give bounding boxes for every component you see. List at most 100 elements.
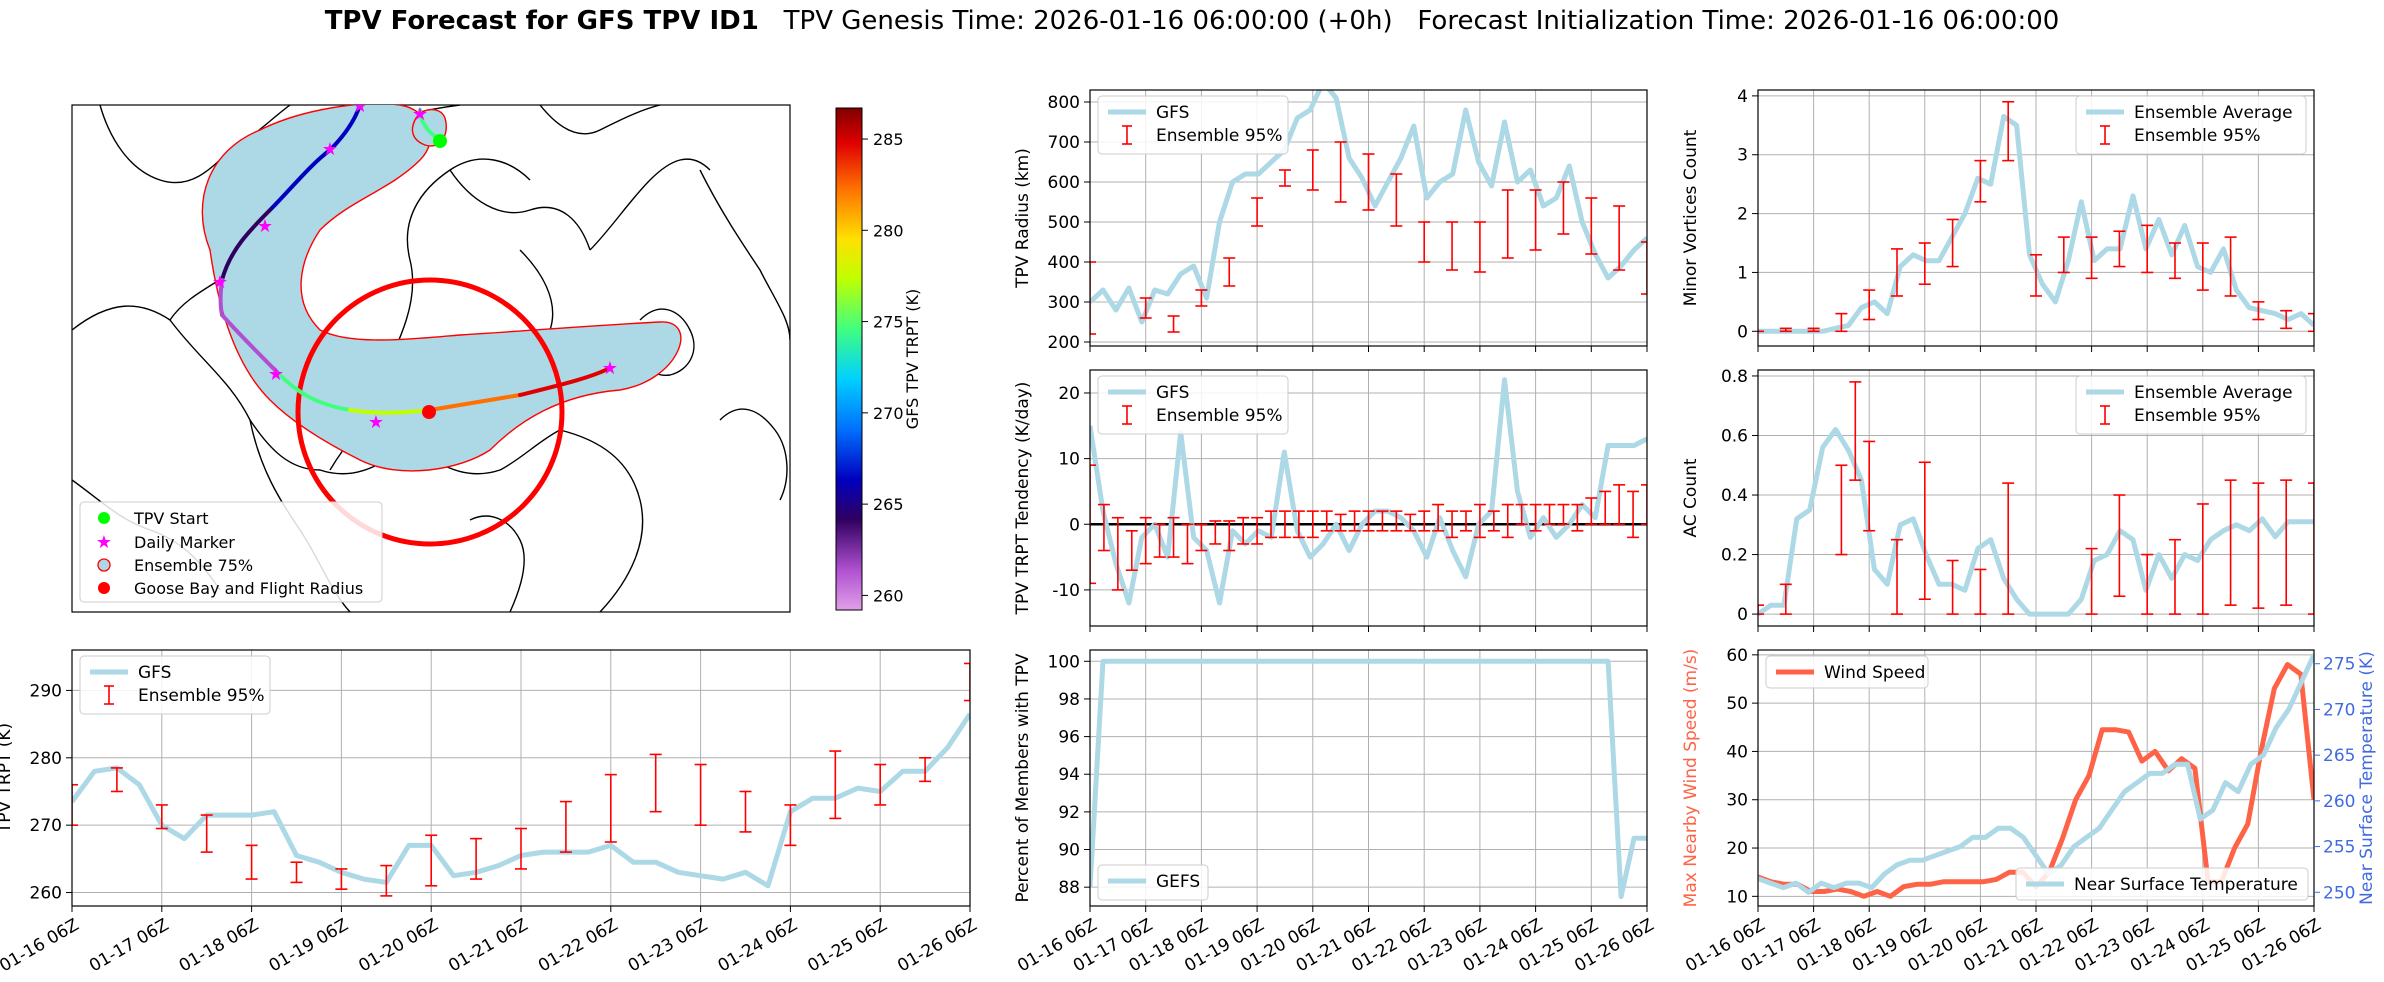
y-tick-label: 20	[1726, 839, 1748, 859]
y-tick-label: 0.2	[1721, 546, 1748, 566]
x-tick-label: 01-25 06Z	[804, 915, 890, 976]
y-tick-label: 3	[1737, 146, 1748, 166]
figure-title: TPV Forecast for GFS TPV ID1 TPV Genesis…	[0, 6, 2384, 36]
y-tick-label: 10	[1726, 887, 1748, 907]
colorbar-tick-label: 270	[873, 404, 904, 423]
colorbar-tick-label: 260	[873, 586, 904, 605]
y-tick-label: 50	[1726, 694, 1748, 714]
daily-marker: ★	[368, 412, 384, 433]
y-tick-label: 96	[1058, 728, 1080, 748]
legend-label: Ensemble 95%	[138, 686, 265, 706]
y-tick-label: 0	[1069, 515, 1080, 535]
y-tick-label: 260	[30, 884, 62, 904]
title-main: TPV Forecast for GFS TPV ID1	[324, 6, 759, 36]
legend-label: GFS	[138, 663, 171, 683]
legend-box	[1765, 655, 1929, 689]
y-tick-label: 0.6	[1721, 426, 1748, 446]
y-right-tick-label: 255	[2323, 838, 2355, 858]
y-axis-label: Max Nearby Wind Speed (m/s)	[1681, 649, 1701, 908]
legend-label: Ensemble 95%	[2134, 406, 2261, 426]
legend-label: Ensemble 95%	[1156, 126, 1283, 146]
y-axis-label: TPV TRPT Tendency (K/day)	[1013, 382, 1033, 616]
chart-trpt: 260 270 280 290 TPV TRPT (K) 01-16 06Z 01-17 0…	[0, 649, 981, 976]
ensemble-75-area	[201, 105, 682, 472]
legend-box	[1097, 864, 1209, 901]
map-legend-box	[79, 501, 383, 603]
x-tick-label: 01-16 06Z	[0, 915, 83, 976]
y-tick-label: 0.8	[1721, 367, 1748, 387]
x-tick-label: 01-23 06Z	[625, 915, 711, 976]
chart-legend: GFS Ensemble 95%	[79, 655, 271, 715]
tpv-start-marker	[433, 134, 447, 148]
daily-marker: ★	[257, 216, 273, 237]
y-right-tick-label: 275	[2323, 655, 2355, 675]
y-tick-label: 0	[1737, 322, 1748, 342]
series-line	[1090, 658, 1647, 900]
y-tick-label: 500	[1048, 213, 1080, 233]
x-tick-label: 01-22 06Z	[535, 915, 621, 976]
y-tick-label: 20	[1058, 384, 1080, 404]
y-tick-label: 4	[1737, 87, 1748, 107]
legend-label: GFS	[1156, 383, 1189, 403]
y-tick-label: 60	[1726, 646, 1748, 666]
y-tick-label: 10	[1058, 450, 1080, 470]
y-tick-label: 300	[1048, 293, 1080, 313]
plot-area	[1090, 658, 1647, 900]
flight-radius-circle	[295, 277, 565, 547]
map-legend: TPV Start ★ Daily Marker Ensemble 75% Go…	[79, 501, 383, 603]
y-axis-label: Percent of Members with TPV	[1013, 653, 1033, 902]
legend-label: GFS	[1156, 103, 1189, 123]
x-tick-label: 01-18 06Z	[176, 915, 262, 976]
legend-box	[2075, 95, 2307, 155]
colorbar-bar	[835, 107, 863, 611]
y-tick-label: 2	[1737, 205, 1748, 225]
x-tick-label: 01-21 06Z	[445, 915, 531, 976]
plot-area	[1758, 100, 2314, 334]
chart-legend: Ensemble Average Ensemble 95%	[2075, 375, 2307, 435]
chart-legend: Wind Speed Near Surface Temperature	[1765, 655, 2309, 901]
y-tick-label: 280	[30, 749, 62, 769]
plot-area	[1090, 90, 1647, 335]
map-panel: ★ ★ ★ ★ ★ ★ ★ ★ TPV Start ★ Daily Marker…	[71, 104, 791, 613]
y-right-tick-label: 265	[2323, 746, 2355, 766]
legend-label: Ensemble 95%	[2134, 126, 2261, 146]
series-line	[1758, 427, 2314, 617]
chart-legend: Ensemble Average Ensemble 95%	[2075, 95, 2307, 155]
y-tick-label: 100	[1048, 652, 1080, 672]
y-tick-label: 30	[1726, 791, 1748, 811]
legend-start-icon	[98, 512, 110, 524]
y-axis-label: AC Count	[1681, 458, 1701, 537]
colorbar: 260 265 270 275 280 285 GFS TPV TRPT (K)	[835, 107, 922, 611]
colorbar-tick-label: 265	[873, 495, 904, 514]
colorbar-tick-label: 280	[873, 221, 904, 240]
title-genesis: TPV Genesis Time: 2026-01-16 06:00:00 (+…	[783, 6, 1393, 36]
legend-label: Near Surface Temperature	[2074, 875, 2298, 895]
y-tick-label: 800	[1048, 93, 1080, 113]
y-axis-label: TPV TRPT (K)	[0, 723, 15, 834]
series-line	[1758, 653, 2314, 895]
daily-marker: ★	[412, 104, 428, 125]
legend-box	[2015, 867, 2309, 901]
plot-area	[1090, 377, 1647, 606]
y-tick-label: 94	[1058, 765, 1080, 785]
chart-minor_vortices: 0 1 2 3 4 Minor Vortices Count Ensemble Averag…	[1681, 87, 2315, 352]
y-tick-label: 90	[1058, 841, 1080, 861]
y-tick-label: 400	[1048, 253, 1080, 273]
colorbar-tick-label: 285	[873, 130, 904, 149]
legend-goosebay-label: Goose Bay and Flight Radius	[134, 579, 363, 598]
y-right-tick-label: 250	[2323, 883, 2355, 903]
legend-label: Wind Speed	[1824, 663, 1925, 683]
y-right-tick-label: 270	[2323, 700, 2355, 720]
y-right-axis-label: Near Surface Temperature (K)	[2357, 651, 2377, 905]
legend-label: Ensemble 95%	[1156, 406, 1283, 426]
chart-legend: GFS Ensemble 95%	[1097, 95, 1289, 155]
y-axis-label: TPV Radius (km)	[1013, 148, 1033, 289]
chart-percent: 88 90 92 94 96 98 100 Percent of Members with T…	[1013, 649, 1658, 976]
y-tick-label: 600	[1048, 173, 1080, 193]
daily-marker: ★	[212, 272, 228, 293]
colorbar-label: GFS TPV TRPT (K)	[903, 289, 922, 429]
daily-marker: ★	[602, 358, 618, 379]
legend-goosebay-icon	[98, 582, 110, 594]
y-tick-label: 290	[30, 681, 62, 701]
